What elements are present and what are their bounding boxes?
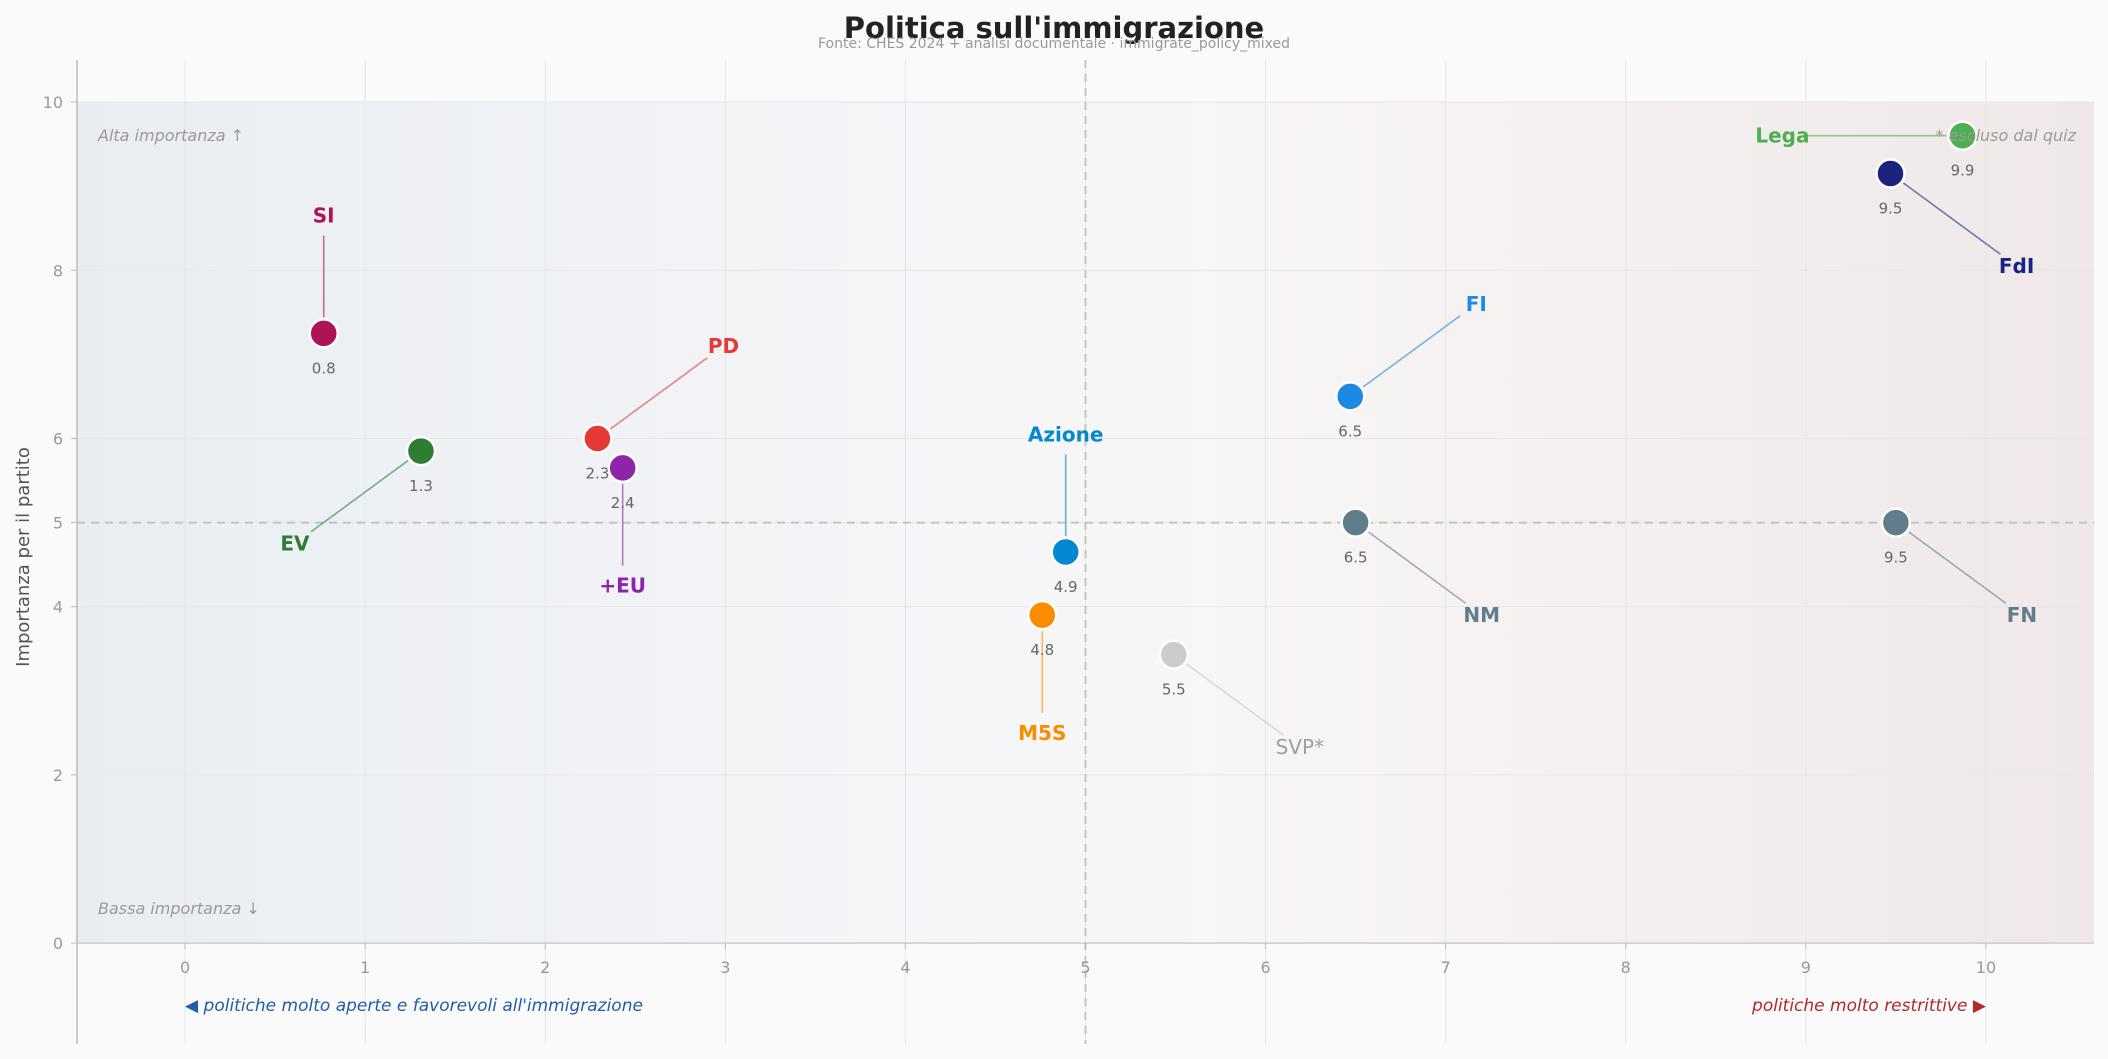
marker-svp <box>1158 639 1189 670</box>
axis-note-left: ◀ politiche molto aperte e favorevoli al… <box>185 996 643 1016</box>
point-fdi: 9.5 FdI <box>1875 158 2034 278</box>
corner-label-bottom-left: Bassa importanza ↓ <box>98 899 260 918</box>
name-label-fdi: FdI <box>1999 254 2034 278</box>
value-label-azione: 4.9 <box>1054 578 1078 596</box>
value-label-lega: 9.9 <box>1951 162 1975 180</box>
name-label-si: SI <box>313 204 335 228</box>
leader-line-pd <box>609 357 708 430</box>
value-label-nm: 6.5 <box>1344 549 1368 567</box>
value-label-pd: 2.3 <box>586 464 610 482</box>
marker-m5s <box>1027 599 1058 631</box>
x-tick-label: 8 <box>1621 958 1631 977</box>
value-label-fi: 6.5 <box>1338 422 1362 440</box>
x-tick-label: 2 <box>540 958 550 977</box>
x-tick-label: 10 <box>1976 958 1996 977</box>
marker-si <box>308 318 339 349</box>
y-tick-label: 0 <box>53 934 63 953</box>
point-ev: 1.3 EV <box>280 435 437 556</box>
x-tick-label: 3 <box>720 958 730 977</box>
point-lega: 9.9 Lega <box>1755 120 1978 180</box>
value-label-si: 0.8 <box>312 359 336 377</box>
y-tick-label: 6 <box>53 429 63 448</box>
x-tick-label: 4 <box>900 958 910 977</box>
leader-line-nm <box>1368 531 1467 604</box>
x-tick-label: 5 <box>1080 958 1090 977</box>
name-label-svp: SVP* <box>1276 735 1324 759</box>
value-label-svp: 5.5 <box>1162 681 1186 699</box>
point-pd: 2.3 PD <box>582 334 739 482</box>
x-tick-label: 7 <box>1441 958 1451 977</box>
marker-pd <box>582 423 613 454</box>
name-label-fi: FI <box>1466 292 1487 316</box>
y-tick-label: 8 <box>53 261 63 280</box>
x-tick-label: 0 <box>180 958 190 977</box>
name-label-nm: NM <box>1463 603 1500 627</box>
marker-azione <box>1050 536 1081 568</box>
point-azione: 4.9 Azione <box>1028 422 1104 596</box>
y-tick-label: 2 <box>53 766 63 785</box>
value-label-fdi: 9.5 <box>1879 200 1903 218</box>
name-label-fn: FN <box>2007 603 2037 627</box>
data-points: 0.8 SI 1.3 EV 2.3 PD 2.4 +EU 4.8 M5S 4.9 Azione 5.5 S… <box>280 120 2037 759</box>
value-label-eu: 2.4 <box>611 494 635 512</box>
marker-fdi <box>1875 158 1906 189</box>
corner-label-top-left: Alta importanza ↑ <box>97 126 244 145</box>
marker-fi <box>1334 381 1366 412</box>
point-svp: 5.5 SVP* <box>1158 639 1324 759</box>
marker-eu <box>607 452 638 484</box>
point-fn: 9.5 FN <box>1880 507 2037 627</box>
chart-title: Politica sull'immigrazione <box>844 11 1264 45</box>
name-label-pd: PD <box>708 334 739 358</box>
leader-line-fi <box>1362 315 1461 388</box>
y-axis-label: Importanza per il partito <box>13 447 34 667</box>
point-eu: 2.4 +EU <box>599 452 646 598</box>
marker-lega <box>1947 120 1978 151</box>
chart-subtitle: Fonte: CHES 2024 + analisi documentale ·… <box>818 36 1290 52</box>
marker-nm <box>1340 507 1371 538</box>
name-label-azione: Azione <box>1028 422 1104 446</box>
y-tick-label: 5 <box>53 514 63 533</box>
leader-line-svp <box>1186 663 1285 736</box>
x-tick-label: 6 <box>1260 958 1270 977</box>
tick-labels: 0 1 2 3 4 5 6 7 8 9 10 0 2 4 5 6 8 10 <box>43 93 1996 977</box>
point-fi: 6.5 FI <box>1334 292 1487 440</box>
corner-label-top-right: * escluso dal quiz <box>1936 126 2077 145</box>
y-tick-label: 10 <box>43 93 63 112</box>
axis-note-right: politiche molto restrittive ▶ <box>1751 996 1987 1016</box>
point-m5s: 4.8 M5S <box>1018 599 1066 745</box>
name-label-ev: EV <box>280 532 310 556</box>
y-tick-label: 4 <box>53 598 63 617</box>
marker-ev <box>405 435 437 467</box>
leader-line-fdi <box>1902 182 2001 255</box>
x-tick-label: 1 <box>360 958 370 977</box>
name-label-eu: +EU <box>599 574 646 598</box>
x-tick-label: 9 <box>1801 958 1811 977</box>
leader-line-ev <box>310 459 409 533</box>
value-label-fn: 9.5 <box>1884 549 1908 567</box>
value-label-ev: 1.3 <box>409 477 433 495</box>
marker-fn <box>1880 507 1912 538</box>
value-label-m5s: 4.8 <box>1030 641 1054 659</box>
point-si: 0.8 SI <box>308 204 339 377</box>
name-label-lega: Lega <box>1755 124 1809 148</box>
leader-line-fn <box>1908 531 2007 604</box>
name-label-m5s: M5S <box>1018 721 1066 745</box>
point-nm: 6.5 NM <box>1340 507 1500 627</box>
